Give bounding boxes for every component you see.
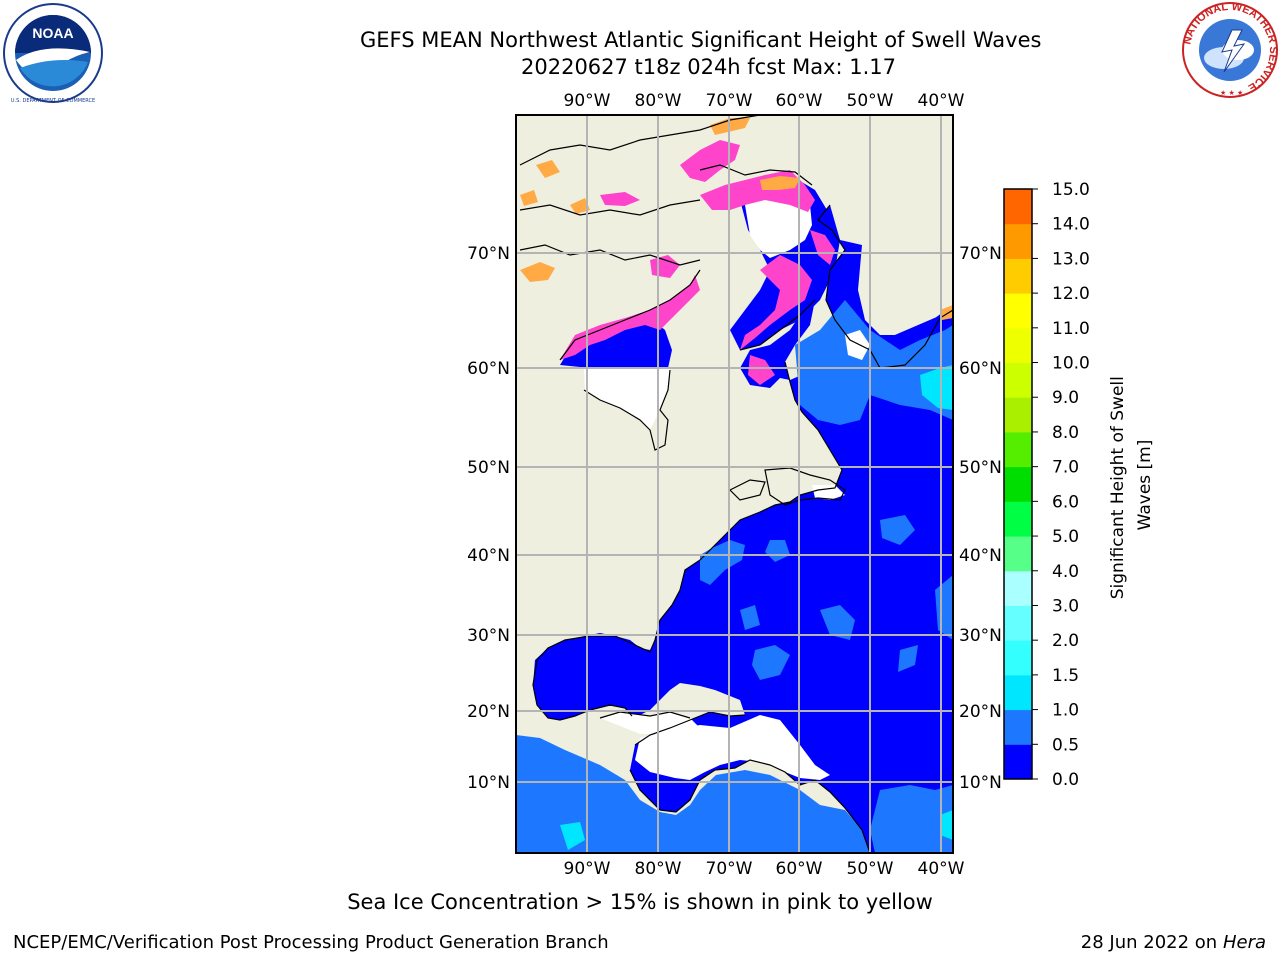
lon-label: 60°W xyxy=(776,91,823,111)
lon-label: 90°W xyxy=(564,859,611,879)
footer-credit: NCEP/EMC/Verification Post Processing Pr… xyxy=(13,932,609,953)
lat-label: 20°N xyxy=(959,702,1002,722)
svg-text:NOAA: NOAA xyxy=(32,25,73,41)
colorbar-swatch xyxy=(1004,431,1032,468)
lon-label: 80°W xyxy=(635,859,682,879)
colorbar-swatch xyxy=(1004,189,1032,225)
colorbar-swatch xyxy=(1004,744,1032,780)
colorbar-tick-label: 6.0 xyxy=(1052,492,1079,512)
lon-label: 70°W xyxy=(706,91,753,111)
colorbar-tick-label: 9.0 xyxy=(1052,388,1079,408)
lat-label: 60°N xyxy=(959,359,1002,379)
lat-label: 60°N xyxy=(467,359,510,379)
lon-labels-top: 90°W 80°W 70°W 60°W 50°W 40°W xyxy=(564,91,965,111)
caption: Sea Ice Concentration > 15% is shown in … xyxy=(347,890,933,914)
lon-label: 70°W xyxy=(706,859,753,879)
svg-text:★ ★ ★: ★ ★ ★ xyxy=(1220,89,1243,97)
coastlines xyxy=(519,115,953,853)
chart-subtitle: 20220627 t18z 024h fcst Max: 1.17 xyxy=(521,55,896,79)
colorbar-tick-label: 0.0 xyxy=(1052,770,1079,790)
colorbar-swatch xyxy=(1004,397,1032,433)
chart-title: GEFS MEAN Northwest Atlantic Significant… xyxy=(360,28,1042,52)
colorbar-tick-label: 12.0 xyxy=(1052,284,1090,304)
lon-label: 50°W xyxy=(847,859,894,879)
colorbar-swatch xyxy=(1004,327,1032,364)
colorbar-tick-label: 15.0 xyxy=(1052,180,1090,200)
swell-high-regions xyxy=(560,365,953,850)
colorbar-swatch xyxy=(1004,466,1032,502)
map-panel xyxy=(516,115,953,853)
colorbar-swatch xyxy=(1004,674,1032,711)
map-frame xyxy=(515,114,954,854)
noaa-logo-icon: NOAA U.S. DEPARTMENT OF COMMERCE xyxy=(3,3,103,104)
lat-labels-left: 70°N 60°N 50°N 40°N 30°N 20°N 10°N xyxy=(467,244,510,793)
colorbar-tick-label: 1.0 xyxy=(1052,701,1079,721)
lat-label: 70°N xyxy=(467,244,510,264)
colorbar-ticks: 0.0 0.5 1.0 1.5 2.0 3.0 4.0 5.0 6.0 7.0 8.0 9.0 10.0… xyxy=(1032,180,1090,790)
lon-labels-bottom: 90°W 80°W 70°W 60°W 50°W 40°W xyxy=(564,859,965,879)
svg-text:U.S. DEPARTMENT OF COMMERCE: U.S. DEPARTMENT OF COMMERCE xyxy=(11,98,95,104)
colorbar-tick-label: 13.0 xyxy=(1052,249,1090,269)
colorbar-tick-label: 2.0 xyxy=(1052,631,1079,651)
colorbar-tick-label: 7.0 xyxy=(1052,458,1079,478)
lat-label: 10°N xyxy=(959,773,1002,793)
swell-medium-regions xyxy=(516,300,953,853)
colorbar-tick-label: 4.0 xyxy=(1052,562,1079,582)
colorbar-swatch xyxy=(1004,640,1032,676)
colorbar-swatch xyxy=(1004,501,1032,537)
footer-date: 28 Jun 2022 on Hera xyxy=(1081,932,1266,953)
graticule xyxy=(516,115,953,853)
lat-label: 50°N xyxy=(467,458,510,478)
no-data-regions xyxy=(584,195,870,780)
lat-label: 20°N xyxy=(467,702,510,722)
lat-label: 10°N xyxy=(467,773,510,793)
colorbar-tick-label: 3.0 xyxy=(1052,596,1079,616)
colorbar-swatch xyxy=(1004,570,1032,606)
lon-label: 80°W xyxy=(635,91,682,111)
colorbar-swatch xyxy=(1004,536,1032,572)
colorbar-tick-label: 1.5 xyxy=(1052,666,1079,686)
colorbar-tick-label: 0.5 xyxy=(1052,735,1079,755)
colorbar-frame xyxy=(1003,188,1033,780)
lat-label: 50°N xyxy=(959,458,1002,478)
lat-label: 40°N xyxy=(959,546,1002,566)
colorbar-swatch xyxy=(1004,223,1032,259)
lat-label: 40°N xyxy=(467,546,510,566)
footer-date-text: 28 Jun 2022 on xyxy=(1080,932,1218,953)
colorbar xyxy=(1003,188,1033,780)
colorbar-tick-label: 10.0 xyxy=(1052,354,1090,374)
lat-label: 70°N xyxy=(959,244,1002,264)
footer-host: Hera xyxy=(1222,932,1266,953)
lat-label: 30°N xyxy=(959,626,1002,646)
lat-label: 30°N xyxy=(467,626,510,646)
gulf-of-mexico xyxy=(535,636,665,718)
colorbar-title: Significant Height of Swell Waves [m] xyxy=(1108,371,1155,600)
lon-label: 40°W xyxy=(918,91,965,111)
lon-label: 60°W xyxy=(776,859,823,879)
colorbar-tick-label: 5.0 xyxy=(1052,527,1079,547)
colorbar-swatch xyxy=(1004,293,1032,329)
colorbar-tick-label: 8.0 xyxy=(1052,423,1079,443)
lon-label: 40°W xyxy=(918,859,965,879)
colorbar-tick-label: 11.0 xyxy=(1052,319,1090,339)
colorbar-swatch xyxy=(1004,709,1032,745)
lat-labels-right: 70°N 60°N 50°N 40°N 30°N 20°N 10°N xyxy=(959,244,1002,793)
lon-label: 50°W xyxy=(847,91,894,111)
colorbar-swatch xyxy=(1004,258,1032,294)
national-weather-service-logo-icon: NATIONAL WEATHER SERVICE ★ ★ ★ xyxy=(1181,1,1279,98)
lon-label: 90°W xyxy=(564,91,611,111)
colorbar-tick-label: 14.0 xyxy=(1052,215,1090,235)
colorbar-swatch xyxy=(1004,605,1032,641)
colorbar-swatch xyxy=(1004,362,1032,398)
